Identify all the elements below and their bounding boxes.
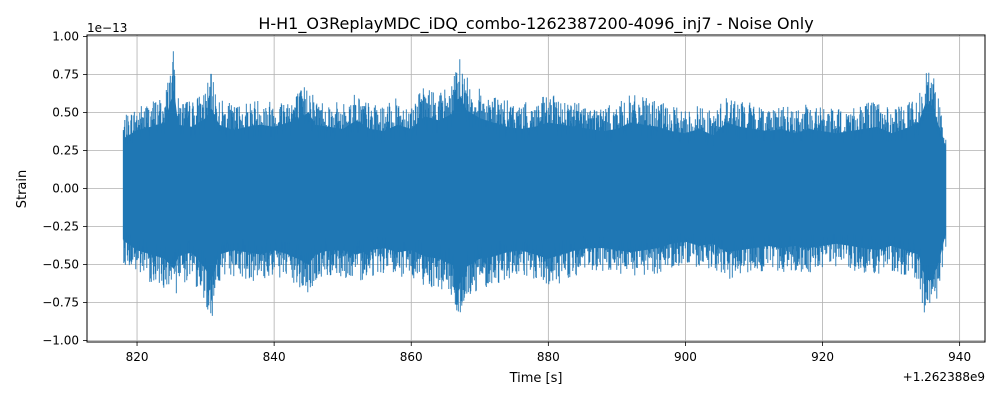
chart-title: H-H1_O3ReplayMDC_iDQ_combo-1262387200-40…	[258, 14, 813, 34]
x-tick-label: 820	[126, 350, 149, 364]
y-axis-label: Strain	[15, 170, 30, 209]
plot-frame	[86, 34, 986, 343]
y-tick-label: −1.00	[42, 333, 79, 347]
y-tick-label: 0.50	[52, 106, 79, 120]
x-tick-label: 900	[674, 350, 697, 364]
series-waveform	[122, 51, 947, 316]
x-tick-label: 860	[400, 350, 423, 364]
y-axis-scale-label: 1e−13	[87, 21, 127, 35]
x-tick-label: 840	[263, 350, 286, 364]
y-tick-label: 0.00	[52, 182, 79, 196]
x-axis-ticks: 820 840 860 880 900 920 940	[126, 342, 971, 364]
y-tick-label: 0.25	[52, 144, 79, 158]
y-tick-label: 0.75	[52, 68, 79, 82]
x-tick-label: 920	[811, 350, 834, 364]
x-tick-label: 940	[948, 350, 971, 364]
x-axis-offset-label: +1.262388e9	[903, 370, 985, 384]
x-axis-label: Time [s]	[509, 371, 563, 386]
y-tick-label: −0.25	[42, 219, 79, 233]
y-tick-label: −0.75	[42, 295, 79, 309]
y-tick-label: −0.50	[42, 257, 79, 271]
waveform-trace	[122, 51, 947, 316]
y-axis-ticks: −1.00 −0.75 −0.50 −0.25 0.00 0.25 0.50 0.75 1.00	[42, 30, 87, 347]
y-tick-label: 1.00	[52, 30, 79, 44]
x-tick-label: 880	[537, 350, 560, 364]
